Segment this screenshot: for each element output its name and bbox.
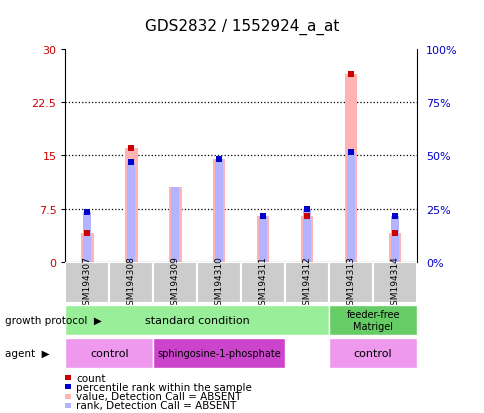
- Text: GDS2832 / 1552924_a_at: GDS2832 / 1552924_a_at: [145, 19, 339, 35]
- Bar: [65, 262, 109, 304]
- Bar: [329, 338, 416, 368]
- Text: rank, Detection Call = ABSENT: rank, Detection Call = ABSENT: [76, 400, 236, 410]
- Text: GSM194310: GSM194310: [214, 256, 223, 310]
- Bar: [153, 338, 285, 368]
- Text: control: control: [90, 348, 128, 358]
- Text: agent  ▶: agent ▶: [5, 348, 49, 358]
- Bar: [285, 262, 329, 304]
- Bar: [109, 262, 153, 304]
- Text: sphingosine-1-phosphate: sphingosine-1-phosphate: [157, 348, 281, 358]
- Bar: [302, 209, 311, 262]
- Text: percentile rank within the sample: percentile rank within the sample: [76, 382, 252, 392]
- Bar: [169, 188, 181, 262]
- Text: count: count: [76, 373, 106, 383]
- Bar: [329, 262, 372, 304]
- Text: GSM194308: GSM194308: [127, 256, 136, 310]
- Text: growth protocol  ▶: growth protocol ▶: [5, 315, 102, 325]
- Bar: [391, 216, 398, 262]
- Bar: [83, 213, 91, 262]
- Text: GSM194309: GSM194309: [170, 256, 180, 310]
- Bar: [125, 149, 137, 262]
- Text: value, Detection Call = ABSENT: value, Detection Call = ABSENT: [76, 391, 241, 401]
- Text: GSM194311: GSM194311: [258, 256, 267, 310]
- Text: GSM194313: GSM194313: [346, 256, 355, 310]
- Bar: [257, 216, 269, 262]
- Bar: [197, 262, 241, 304]
- Text: GSM194312: GSM194312: [302, 256, 311, 310]
- Bar: [215, 159, 223, 262]
- Bar: [388, 234, 400, 262]
- Bar: [65, 338, 153, 368]
- Bar: [329, 305, 416, 335]
- Text: GSM194314: GSM194314: [390, 256, 399, 310]
- Bar: [344, 74, 357, 262]
- Bar: [127, 163, 135, 262]
- Bar: [372, 262, 416, 304]
- Bar: [241, 262, 285, 304]
- Text: feeder-free
Matrigel: feeder-free Matrigel: [346, 309, 399, 331]
- Bar: [347, 152, 354, 262]
- Text: GSM194307: GSM194307: [83, 256, 92, 310]
- Text: control: control: [353, 348, 392, 358]
- Bar: [153, 262, 197, 304]
- Bar: [212, 159, 225, 262]
- Bar: [65, 305, 329, 335]
- Bar: [171, 188, 179, 262]
- Bar: [301, 216, 313, 262]
- Bar: [81, 234, 93, 262]
- Bar: [259, 216, 267, 262]
- Text: standard condition: standard condition: [145, 315, 249, 325]
